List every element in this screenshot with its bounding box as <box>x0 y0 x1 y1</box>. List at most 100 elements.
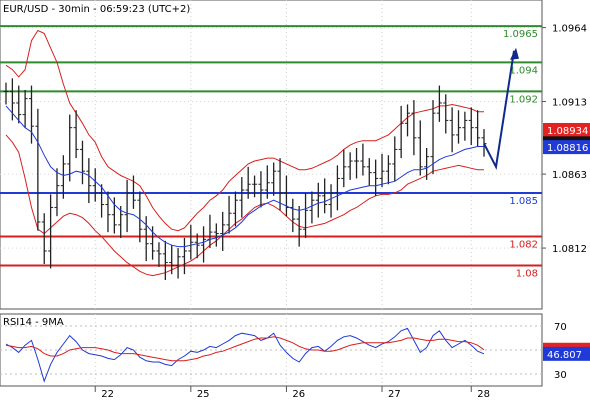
rsi-line <box>5 327 485 383</box>
rsi-flag-label: 46.807 <box>547 350 582 361</box>
price-bar <box>430 100 436 175</box>
price-bar <box>226 195 232 234</box>
rsi-tick-label: 70 <box>554 322 567 333</box>
moving-average-line <box>5 105 484 248</box>
price-bar <box>417 120 423 176</box>
price-bar <box>347 152 353 180</box>
price-bar <box>277 158 283 211</box>
price-tick-label: 1.0812 <box>552 244 587 255</box>
price-bar <box>79 140 85 185</box>
price-bar <box>239 176 245 218</box>
time-tick-label: 27 <box>388 389 401 400</box>
price-bar <box>334 165 340 211</box>
price-bar <box>137 191 143 243</box>
price-bar <box>3 82 9 105</box>
price-bar <box>411 100 417 156</box>
bollinger-bands <box>5 29 484 277</box>
price-bar <box>60 155 66 199</box>
price-bar <box>124 179 130 233</box>
price-bar <box>111 197 117 234</box>
price-bar <box>468 107 474 146</box>
rsi-flag <box>543 346 590 361</box>
price-tick-label: 1.0863 <box>552 170 587 181</box>
price-bar <box>220 211 226 251</box>
price-bar <box>175 248 181 279</box>
price-flag <box>543 122 590 137</box>
time-axis: 22 25 26 27 28 <box>94 386 490 400</box>
price-bar <box>322 178 328 214</box>
price-bar <box>162 240 168 280</box>
moving-average <box>5 105 484 248</box>
time-tick-label: 28 <box>477 389 490 400</box>
price-bar <box>354 147 360 179</box>
price-bar <box>456 110 462 144</box>
price-bar <box>188 224 194 260</box>
price-bar <box>92 168 98 202</box>
price-bars <box>3 78 487 280</box>
price-bar <box>449 107 455 153</box>
price-bar <box>201 226 207 263</box>
price-bar <box>143 216 149 262</box>
price-tick-label: 1.0964 <box>552 24 587 35</box>
time-tick-label: 22 <box>101 389 114 400</box>
price-bar <box>303 192 309 238</box>
forecast-path <box>483 50 515 170</box>
price-bar <box>475 110 481 147</box>
price-bar <box>443 94 449 134</box>
bollinger-upper-line <box>5 29 484 232</box>
price-bar <box>405 104 411 137</box>
level-label: 1.08 <box>516 268 538 279</box>
rsi-ma-line <box>5 336 485 362</box>
price-bar <box>169 245 175 275</box>
price-bar <box>118 206 124 238</box>
price-bar <box>436 85 442 122</box>
price-bar <box>373 159 379 196</box>
price-bar <box>309 191 315 224</box>
rsi-title: RSI14 - 9MA <box>3 317 64 328</box>
price-bar <box>54 168 60 217</box>
level-label: 1.094 <box>509 65 538 76</box>
price-bar <box>181 237 187 275</box>
price-bar <box>105 191 111 233</box>
price-bar <box>67 114 73 182</box>
price-flag <box>543 140 590 155</box>
price-flag-label: 1.08934 <box>547 126 588 137</box>
price-bar <box>462 111 468 141</box>
price-bar <box>22 89 28 128</box>
price-bar <box>35 108 41 231</box>
level-label: 1.0965 <box>503 29 538 40</box>
price-bar <box>366 158 372 186</box>
price-bar <box>385 155 391 185</box>
forecast-arrowhead <box>510 47 519 60</box>
rsi-flags: 50.201646.807 <box>543 342 590 361</box>
price-bar <box>398 105 404 159</box>
bollinger-lower-line <box>5 134 484 277</box>
time-tick-label: 25 <box>197 389 210 400</box>
price-bar <box>258 171 264 208</box>
price-bar <box>341 149 347 188</box>
price-bar <box>99 184 105 218</box>
price-bar <box>48 194 54 269</box>
main-plot-area <box>0 0 543 310</box>
price-bar <box>73 110 79 159</box>
level-label: 1.092 <box>509 94 538 105</box>
forecast-arrow <box>483 47 519 170</box>
price-bar <box>360 143 366 176</box>
price-axis: 1.0964 1.0913 1.0863 1.0812 <box>542 24 587 255</box>
price-bar <box>16 85 22 124</box>
price-flag-label: 1.08816 <box>547 143 588 154</box>
price-bar <box>328 184 334 218</box>
price-bar <box>86 158 92 204</box>
chart-title: EUR/USD - 30min - 06:59:23 (UTC+2) <box>3 4 190 15</box>
price-bar <box>252 175 258 198</box>
price-tick-label: 1.0913 <box>552 98 587 109</box>
price-bar <box>296 206 302 247</box>
price-bar <box>156 242 162 267</box>
price-bar <box>315 182 321 218</box>
price-bar <box>392 136 398 182</box>
level-label: 1.085 <box>509 196 538 207</box>
price-bar <box>271 162 277 196</box>
